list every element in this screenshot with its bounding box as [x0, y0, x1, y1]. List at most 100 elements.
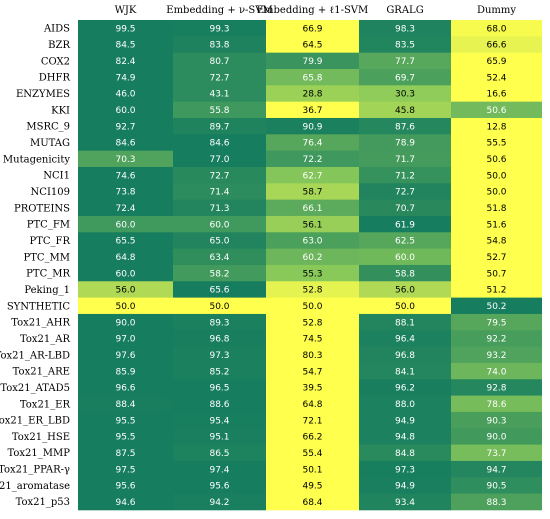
heatmap-cell [266, 281, 359, 299]
heatmap-cell [78, 20, 173, 37]
heatmap-cell [451, 428, 542, 445]
heatmap-cell [78, 444, 173, 462]
heatmap-cell [78, 101, 173, 119]
cell-value-label: 55.5 [486, 139, 506, 149]
heatmap-cell [359, 85, 451, 103]
cell-value-label: 94.6 [115, 498, 135, 508]
cell-value-label: 50.0 [209, 302, 229, 312]
cell-value-label: 88.0 [395, 400, 415, 410]
cell-value-label: 95.6 [209, 482, 229, 492]
cell-value-label: 90.0 [486, 433, 506, 443]
heatmap-cell [359, 117, 451, 135]
cell-value-label: 77.0 [209, 155, 229, 165]
heatmap-cell [359, 444, 451, 462]
cell-value-label: 64.5 [302, 41, 322, 51]
heatmap-cell [78, 411, 173, 429]
row-label: COX2 [41, 56, 70, 67]
heatmap-cell [451, 395, 542, 413]
heatmap-cell [266, 264, 359, 282]
heatmap-cell [451, 101, 542, 119]
heatmap-cell [266, 20, 359, 37]
cell-value-label: 74.6 [115, 171, 135, 181]
cell-value-label: 50.0 [302, 302, 322, 312]
cell-value-label: 30.3 [395, 90, 415, 100]
row-label: DHFR [39, 73, 71, 84]
heatmap-cell [266, 68, 359, 86]
cell-value-label: 96.4 [395, 335, 415, 345]
heatmap-cell [78, 232, 173, 250]
cell-value-label: 95.5 [115, 433, 135, 443]
cell-value-label: 66.9 [302, 24, 322, 34]
cell-value-label: 95.4 [209, 416, 229, 426]
cell-value-label: 88.3 [486, 498, 506, 508]
cell-value-label: 72.2 [302, 155, 322, 165]
cell-value-label: 71.7 [395, 155, 415, 165]
cell-value-label: 85.9 [115, 367, 135, 377]
cell-value-label: 96.8 [395, 351, 415, 361]
row-label: Tox21_p53 [16, 497, 70, 508]
heatmap-cell [78, 183, 173, 201]
cell-value-label: 88.4 [115, 400, 135, 410]
heatmap-cell [173, 411, 266, 429]
cell-value-label: 58.2 [209, 269, 229, 279]
cell-value-label: 63.4 [209, 253, 229, 263]
cell-value-label: 66.1 [302, 204, 322, 214]
cell-value-label: 52.4 [486, 73, 506, 83]
heatmap-cell [359, 460, 451, 478]
cell-value-label: 84.6 [209, 139, 229, 149]
cell-value-label: 72.4 [115, 204, 135, 214]
heatmap-cell [359, 493, 451, 511]
cell-value-label: 58.8 [395, 269, 415, 279]
cell-value-label: 50.0 [486, 188, 506, 198]
cell-value-label: 46.0 [115, 90, 135, 100]
cell-value-label: 72.7 [395, 188, 415, 198]
heatmap-cell [359, 411, 451, 429]
heatmap-cell [451, 477, 542, 494]
cell-value-label: 97.6 [115, 351, 135, 361]
cell-value-label: 68.4 [302, 498, 322, 508]
cell-value-label: 97.3 [209, 351, 229, 361]
row-label: Tox21_aromatase [0, 481, 70, 492]
row-label: SYNTHETIC [7, 301, 71, 312]
cell-value-label: 74.9 [115, 73, 135, 83]
heatmap-cell [359, 248, 451, 266]
heatmap-cell [173, 183, 266, 201]
heatmap-cell [173, 232, 266, 250]
heatmap-cell [78, 330, 173, 347]
heatmap-cell [359, 215, 451, 233]
cell-value-label: 79.9 [302, 57, 322, 67]
heatmap-cell [78, 395, 173, 413]
cell-value-label: 45.8 [395, 106, 415, 116]
heatmap-cell [451, 281, 542, 299]
cell-value-label: 99.5 [115, 24, 135, 34]
heatmap-cell [451, 248, 542, 266]
heatmap-cell [359, 101, 451, 119]
cell-value-label: 54.8 [486, 237, 506, 247]
heatmap-cell [359, 232, 451, 250]
heatmap-cell [359, 20, 451, 37]
cell-value-label: 80.7 [209, 57, 229, 67]
row-label: Tox21_ATAD5 [0, 383, 70, 394]
heatmap-cell [78, 362, 173, 380]
heatmap-cell [266, 362, 359, 380]
heatmap-cell [78, 281, 173, 299]
heatmap-cell [173, 52, 266, 70]
cell-value-label: 49.5 [302, 482, 322, 492]
heatmap-cell [359, 166, 451, 184]
heatmap-cell [359, 330, 451, 347]
row-label: PROTEINS [14, 203, 70, 214]
cell-value-label: 88.6 [209, 400, 229, 410]
cell-value-label: 60.0 [115, 106, 135, 116]
cell-value-label: 94.9 [395, 482, 415, 492]
cell-value-label: 39.5 [302, 384, 322, 394]
cell-value-label: 72.1 [302, 416, 322, 426]
heatmap-cell [173, 20, 266, 37]
heatmap-cell [451, 199, 542, 217]
heatmap-cell [451, 379, 542, 396]
heatmap-cell [266, 232, 359, 250]
cell-value-label: 85.2 [209, 367, 229, 377]
cell-value-label: 97.3 [395, 465, 415, 475]
heatmap-cell [451, 20, 542, 37]
row-label: Peking_1 [24, 285, 70, 296]
heatmap-cell [266, 150, 359, 168]
